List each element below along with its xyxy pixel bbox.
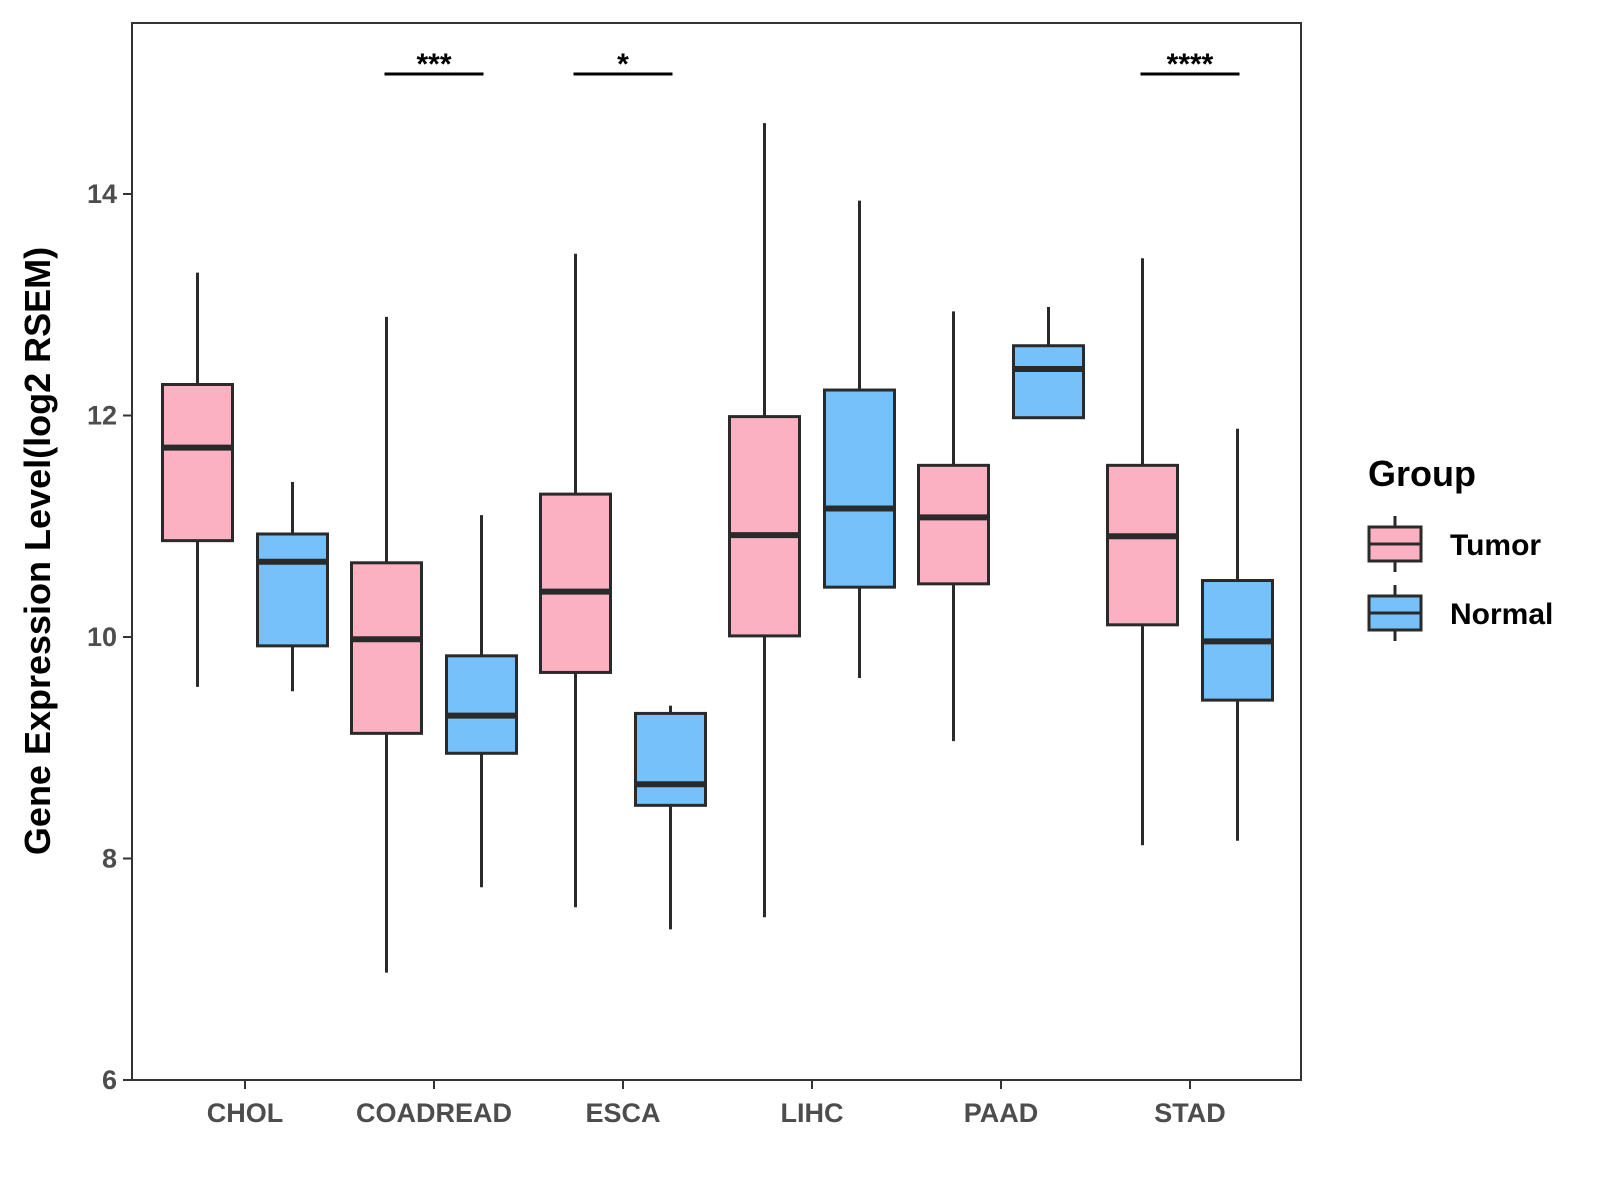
legend-title: Group [1368,453,1476,494]
box-tumor-paad [917,311,990,742]
significance-coadread: *** [384,48,484,81]
box-normal-stad [1201,428,1274,841]
legend-label-tumor: Tumor [1450,529,1541,562]
significance-label: * [617,48,629,81]
box-normal-lihc [823,200,896,678]
significance-label: **** [1167,48,1214,81]
box-normal-esca [634,705,707,930]
box-tumor-esca [539,253,612,908]
significance-stad: **** [1140,48,1240,81]
x-tick-label-coadread: COADREAD [356,1098,512,1128]
x-tick-label-lihc: LIHC [781,1098,844,1128]
y-tick-label: 14 [87,179,117,209]
significance-annotations: *** * **** [384,48,1240,81]
y-axis: 6 8 10 12 14 [87,179,132,1095]
box-normal-coadread [445,515,518,888]
x-tick-label-chol: CHOL [207,1098,284,1128]
box-body [1012,344,1085,420]
box-body [539,492,612,674]
y-tick-label: 12 [87,401,117,431]
x-tick-label-stad: STAD [1154,1098,1226,1128]
x-tick-label-esca: ESCA [585,1098,660,1128]
y-tick-label: 10 [87,622,117,652]
y-axis-title: Gene Expression Level(log2 RSEM) [17,247,58,855]
box-body [161,382,234,543]
legend-label-normal: Normal [1450,598,1553,631]
x-tick-label-paad: PAAD [964,1098,1039,1128]
box-body [350,561,423,735]
significance-esca: * [573,48,673,81]
box-body [823,388,896,589]
y-tick-label: 6 [102,1065,117,1095]
legend-entry-normal: Normal [1367,585,1553,641]
box-tumor-stad [1106,258,1179,846]
box-body [1106,463,1179,627]
legend-entry-tumor: Tumor [1367,516,1541,572]
box-tumor-lihc [728,123,801,918]
box-body [634,711,707,807]
box-normal-paad [1012,306,1085,420]
box-body [917,463,990,586]
box-tumor-coadread [350,316,423,973]
box-body [256,532,329,648]
x-axis: CHOL COADREAD ESCA LIHC PAAD STAD [207,1080,1226,1128]
box-tumor-chol [161,272,234,687]
significance-label: *** [416,48,451,81]
box-body [728,415,801,638]
legend: Group Tumor Normal [1367,453,1553,641]
box-normal-chol [256,481,329,692]
box-body [445,654,518,755]
box-series [161,123,1274,973]
y-tick-label: 8 [102,844,117,874]
